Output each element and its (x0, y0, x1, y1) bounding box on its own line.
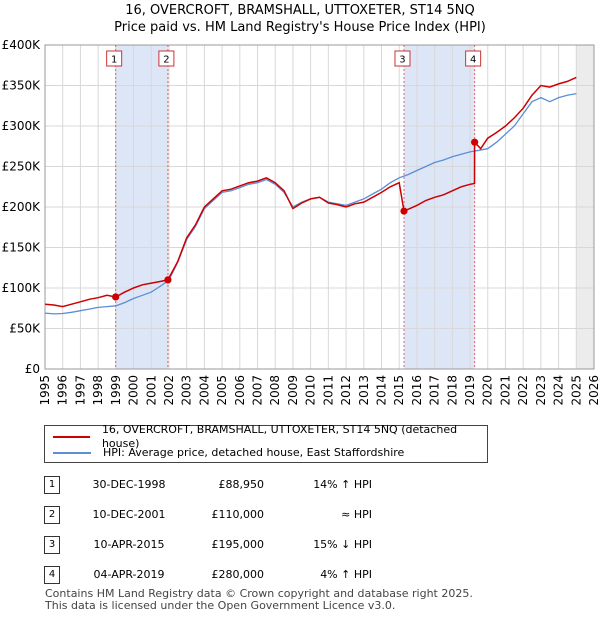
title-line-2: Price paid vs. HM Land Registry's House … (114, 20, 486, 35)
sale-number-badge: 3 (44, 536, 60, 554)
x-tick-label: 2013 (357, 375, 371, 406)
x-tick-label: 2014 (374, 375, 388, 406)
sale-price: £88,950 (218, 478, 265, 491)
sale-marker-badge (158, 50, 175, 67)
property-series-line (44, 76, 577, 308)
x-tick-label: 2011 (321, 375, 335, 406)
title-line-1: 16, OVERCROFT, BRAMSHALL, UTTOXETER, ST1… (125, 3, 475, 18)
x-tick-label: 2008 (268, 375, 282, 406)
footer-attribution: Contains HM Land Registry data © Crown c… (45, 588, 473, 612)
plot-border (44, 44, 595, 370)
y-tick-label: £0 (25, 362, 40, 376)
sale-price: £110,000 (211, 508, 265, 521)
x-tick-label: 2023 (534, 375, 548, 406)
x-tick-label: 2004 (197, 375, 211, 406)
sale-marker-label: 4 (470, 55, 476, 66)
x-tick-label: 2026 (587, 375, 600, 406)
sale-marker-badge (394, 50, 411, 67)
sale-price: £280,000 (211, 568, 265, 581)
x-tick-label: 2002 (162, 375, 176, 406)
y-tick-label: £300K (2, 119, 42, 133)
x-tick-label: 2020 (481, 375, 495, 406)
x-tick-label: 2010 (304, 375, 318, 406)
sale-date: 04-APR-2019 (93, 568, 165, 581)
x-tick-label: 2003 (180, 375, 194, 406)
x-tick-label: 2016 (410, 375, 424, 406)
sale-price: £195,000 (211, 538, 265, 551)
x-tick-label: 2000 (127, 375, 141, 406)
x-tick-label: 2017 (428, 375, 442, 406)
x-tick-label: 2006 (233, 375, 247, 406)
price-chart: 1 2 3 4 £0 £50K £100K £150K £200K £250K £300K £350K… (2, 38, 600, 406)
sale-number-badge: 2 (44, 506, 60, 524)
footer-line-1: Contains HM Land Registry data © Crown c… (45, 587, 473, 600)
sale-date: 10-DEC-2001 (92, 508, 166, 521)
legend-label-hpi: HPI: Average price, detached house, East… (103, 446, 405, 459)
sale-marker-label: 1 (111, 55, 117, 66)
x-tick-label: 1995 (38, 375, 52, 406)
y-tick-label: £400K (2, 38, 42, 52)
x-tick-label: 2012 (339, 375, 353, 406)
sale-hpi-comparison: 15% ↓ HPI (313, 538, 372, 551)
sale-row: 4 04-APR-2019 £280,000 4% ↑ HPI (44, 566, 404, 584)
chart-title: 16, OVERCROFT, BRAMSHALL, UTTOXETER, ST1… (0, 2, 600, 36)
x-tick-label: 2001 (144, 375, 158, 406)
sale-marker-label: 2 (163, 55, 169, 66)
y-tick-label: £250K (2, 160, 42, 174)
sale-hpi-comparison: ≈ HPI (341, 508, 372, 521)
legend-swatch-property (53, 436, 90, 438)
legend-item-property: 16, OVERCROFT, BRAMSHALL, UTTOXETER, ST1… (53, 423, 487, 450)
sale-hpi-comparison: 4% ↑ HPI (320, 568, 372, 581)
legend-label-property: 16, OVERCROFT, BRAMSHALL, UTTOXETER, ST1… (101, 423, 458, 450)
x-tick-label: 2021 (498, 375, 512, 406)
y-tick-label: £350K (2, 79, 42, 93)
x-tick-label: 2015 (392, 375, 406, 406)
sale-row: 3 10-APR-2015 £195,000 15% ↓ HPI (44, 536, 404, 554)
sale-number-badge: 4 (44, 566, 60, 584)
x-tick-label: 2009 (286, 375, 300, 406)
sale-row: 1 30-DEC-1998 £88,950 14% ↑ HPI (44, 476, 404, 494)
sale-hpi-comparison: 14% ↑ HPI (313, 478, 372, 491)
sale-date: 10-APR-2015 (93, 538, 165, 551)
sale-number-badge: 1 (44, 476, 60, 494)
sale-date: 30-DEC-1998 (92, 478, 166, 491)
y-tick-label: £100K (2, 281, 42, 295)
sale-marker-label: 3 (399, 55, 405, 66)
sale-marker-badge (106, 50, 123, 67)
sale-row: 2 10-DEC-2001 £110,000 ≈ HPI (44, 506, 404, 524)
sale-point (471, 138, 479, 146)
legend-item-hpi: HPI: Average price, detached house, East… (53, 446, 404, 460)
x-tick-label: 1996 (56, 375, 70, 406)
x-tick-label: 1998 (91, 375, 105, 406)
x-tick-label: 2025 (569, 375, 583, 406)
sale-point (112, 293, 120, 301)
x-tick-label: 2018 (445, 375, 459, 406)
chart-legend: 16, OVERCROFT, BRAMSHALL, UTTOXETER, ST1… (44, 423, 488, 463)
y-tick-label: £50K (9, 322, 41, 336)
legend-swatch-hpi (53, 452, 91, 454)
sale-marker-badge (465, 50, 482, 67)
sale-point (400, 207, 408, 215)
x-tick-label: 2024 (552, 375, 566, 406)
footer-line-2: This data is licensed under the Open Gov… (45, 599, 396, 612)
x-tick-label: 2022 (516, 375, 530, 406)
y-tick-label: £150K (2, 241, 42, 255)
sale-point (164, 276, 172, 284)
x-tick-label: 2005 (215, 375, 229, 406)
y-tick-label: £200K (2, 200, 42, 214)
x-tick-label: 1999 (109, 375, 123, 406)
x-tick-label: 2007 (251, 375, 265, 406)
x-tick-label: 1997 (73, 375, 87, 406)
x-tick-label: 2019 (463, 375, 477, 406)
